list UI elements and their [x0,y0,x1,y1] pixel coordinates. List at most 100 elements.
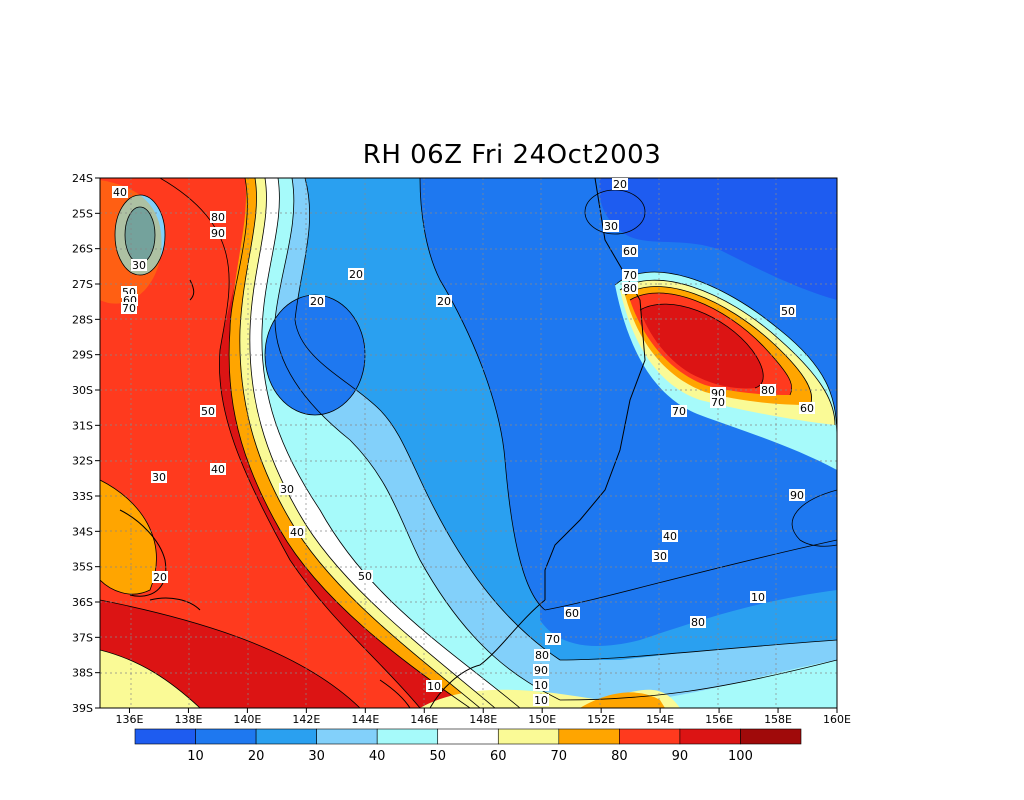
contour-label-bg [671,405,687,417]
contour-label: 40 [211,463,225,476]
contour-label: 50 [201,405,215,418]
contour-label-bg [750,591,766,603]
lon-tick-label: 158E [764,713,792,726]
colorbar-swatch [134,728,196,745]
latitude-axis: 24S 25S 26S 27S 28S 29S 30S 31S 32S 33S 34S 35S 36S 3… [72,172,100,715]
contour-label-bg [622,282,638,294]
lat-tick-label: 34S [72,525,93,538]
lat-tick-label: 29S [72,349,93,362]
colorbar-swatch [619,728,681,745]
contour-label: 80 [691,616,705,629]
lon-tick-label: 138E [174,713,202,726]
contour-label: 10 [427,680,441,693]
longitude-axis: 136E 138E 140E 142E 144E 146E 148E 150E 152E 154E… [116,708,851,726]
lat-tick-label: 33S [72,490,93,503]
contour-label-bg [534,649,550,661]
contour-label-bg [710,396,726,408]
contour-label-bg [131,259,147,271]
contour-label: 70 [711,396,725,409]
contour-label: 10 [751,591,765,604]
contour-label: 70 [623,269,637,282]
lon-tick-label: 140E [233,713,261,726]
contour-label-bg [426,680,442,692]
contour-label-bg [121,302,137,314]
contour-label-bg [309,295,325,307]
contour-label-bg [789,489,805,501]
colorbar-label: 60 [490,749,507,764]
contour-label: 20 [437,295,451,308]
contour-label: 50 [781,305,795,318]
lat-tick-label: 24S [72,172,93,185]
lon-tick-label: 152E [587,713,615,726]
colorbar-swatch [195,728,257,745]
lat-tick-label: 26S [72,243,93,256]
lat-tick-label: 27S [72,278,93,291]
contour-label-bg [279,483,295,495]
contour-label: 20 [153,571,167,584]
colorbar-swatch [437,728,499,745]
contour-label: 20 [613,178,627,191]
lon-tick-label: 154E [646,713,674,726]
lon-tick-label: 156E [705,713,733,726]
lat-tick-label: 37S [72,631,93,644]
colorbar-label: 90 [672,749,689,764]
contour-label: 90 [790,489,804,502]
lat-tick-label: 30S [72,384,93,397]
colorbar-label: 100 [728,749,753,764]
lon-tick-label: 160E [823,713,851,726]
lat-tick-label: 31S [72,419,93,432]
colorbar-label: 50 [429,749,446,764]
contour-label-bg [780,305,796,317]
contour-label-bg [289,526,305,538]
contour-label: 10 [534,679,548,692]
contour-label: 20 [310,295,324,308]
contour-label: 80 [535,649,549,662]
colorbar-swatch [316,728,378,745]
lat-tick-label: 39S [72,702,93,715]
contour-label-bg [436,295,452,307]
contour-label-bg [533,694,549,706]
contour-label-bg [545,633,561,645]
contour-label: 40 [290,526,304,539]
colorbar-label: 20 [248,749,265,764]
contour-label: 30 [280,483,294,496]
contour-label: 60 [623,245,637,258]
colorbar-swatch [255,728,317,745]
contour-label: 20 [349,268,363,281]
colorbar-swatch [740,728,802,745]
map-title: RH 06Z Fri 24Oct2003 [362,140,662,170]
contour-label-bg [622,269,638,281]
contour-label: 30 [604,220,618,233]
colorbar-label: 70 [551,749,568,764]
colorbar-label: 10 [187,749,204,764]
contour-label-bg [533,664,549,676]
colorbar-label: 40 [369,749,386,764]
contour-label-bg [603,220,619,232]
lon-tick-label: 150E [528,713,556,726]
contour-label-bg [210,227,226,239]
colorbar-label: 30 [308,749,325,764]
contour-label: 40 [113,186,127,199]
contour-label: 80 [211,211,225,224]
contour-label: 40 [663,530,677,543]
contour-label-bg [151,471,167,483]
contour-label-bg [348,268,364,280]
contour-label: 90 [211,227,225,240]
colorbar-swatch [558,728,620,745]
contour-label: 30 [132,259,146,272]
contour-label-bg [533,679,549,691]
contour-label: 90 [534,664,548,677]
contour-label-bg [152,571,168,583]
contour-label-bg [760,384,776,396]
contour-label: 80 [761,384,775,397]
lat-tick-label: 35S [72,561,93,574]
contour-label-bg [564,607,580,619]
plot-frame [99,177,838,709]
contour-label-bg [662,530,678,542]
lat-tick-label: 36S [72,596,93,609]
contour-label: 70 [672,405,686,418]
contour-label: 30 [152,471,166,484]
contour-label-bg [112,186,128,198]
contour-lines [100,178,837,708]
